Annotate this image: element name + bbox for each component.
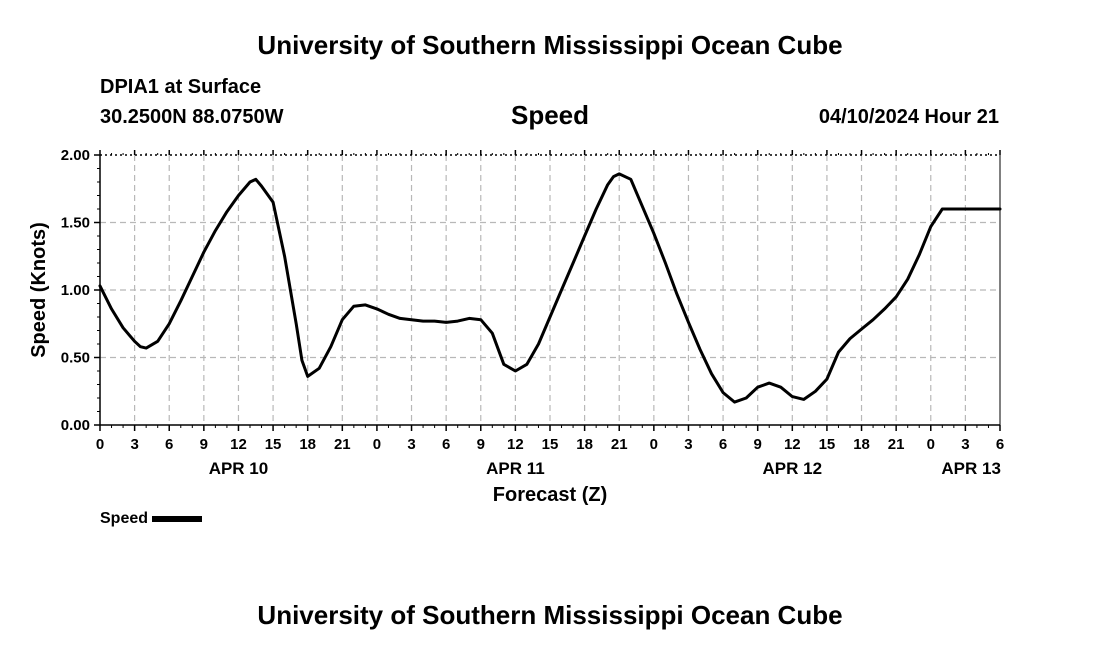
x-tick-label: 18	[853, 436, 870, 453]
variable-title: Speed	[510, 100, 590, 130]
x-axis-title: Forecast (Z)	[493, 484, 607, 506]
x-tick-label: 6	[165, 436, 173, 453]
series-line-speed	[98, 172, 1002, 404]
x-tick-label: 21	[334, 436, 351, 453]
x-tick-label: 6	[996, 436, 1004, 453]
x-tick-label: 12	[230, 436, 247, 453]
day-label: APR 12	[763, 459, 823, 478]
axes-layer	[94, 150, 1001, 431]
y-tick-label: 1.50	[61, 215, 90, 232]
y-axis-title: Speed (Knots)	[28, 222, 50, 358]
day-label: APR 13	[941, 459, 1001, 478]
x-tick-label: 15	[819, 436, 836, 453]
day-label: APR 11	[486, 459, 545, 478]
y-tick-label: 1.00	[61, 282, 90, 299]
x-tick-label: 3	[684, 436, 692, 453]
coordinates-label: 30.2500N 88.0750W	[100, 106, 284, 128]
footer-title: University of Southern Mississippi Ocean…	[257, 600, 843, 630]
x-tick-label: 0	[96, 436, 104, 453]
labels-layer: 0 3 6 9 12 15 18 21 0 3 6 9 12 15 18 21 0 3 6 9 12 15 18 21 0 3 6 0…	[28, 147, 1004, 506]
x-tick-label: 0	[650, 436, 658, 453]
x-tick-label: 21	[611, 436, 628, 453]
x-tick-label: 3	[961, 436, 969, 453]
legend-label: Speed	[100, 510, 149, 527]
y-tick-label: 2.00	[61, 147, 90, 164]
x-tick-label: 3	[130, 436, 138, 453]
x-tick-label: 15	[542, 436, 559, 453]
day-label: APR 10	[209, 459, 269, 478]
x-tick-label: 18	[576, 436, 593, 453]
x-tick-label: 9	[754, 436, 762, 453]
grid-layer	[100, 155, 1000, 425]
x-tick-label: 9	[477, 436, 485, 453]
x-tick-label: 12	[784, 436, 801, 453]
legend-swatch	[152, 515, 203, 522]
x-tick-label: 12	[507, 436, 524, 453]
x-tick-label: 0	[927, 436, 935, 453]
series-layer	[98, 172, 1002, 404]
x-tick-label: 18	[299, 436, 316, 453]
y-tick-label: 0.00	[61, 417, 90, 434]
x-tick-label: 3	[407, 436, 415, 453]
x-tick-label: 6	[719, 436, 727, 453]
y-tick-label: 0.50	[61, 350, 90, 367]
x-tick-label: 15	[265, 436, 282, 453]
legend: Speed	[100, 510, 203, 528]
page-title: University of Southern Mississippi Ocean…	[257, 30, 843, 60]
x-tick-label: 0	[373, 436, 381, 453]
datetime-label: 04/10/2024 Hour 21	[818, 106, 999, 128]
x-tick-label: 6	[442, 436, 450, 453]
x-tick-label: 21	[888, 436, 905, 453]
station-label: DPIA1 at Surface	[100, 76, 262, 98]
x-tick-label: 9	[200, 436, 208, 453]
